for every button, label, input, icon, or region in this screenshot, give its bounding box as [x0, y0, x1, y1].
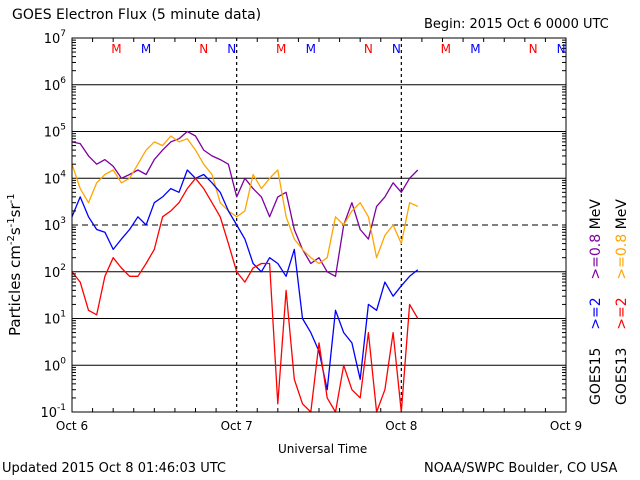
noon-marker: M	[141, 42, 151, 56]
noon-marker: M	[470, 42, 480, 56]
noon-marker: N	[227, 42, 236, 56]
y-tick-label: 100	[44, 356, 67, 374]
axis-tick-labels: 10-1 100 101 102 103 104 105 106 107 Oct 6 Oct 7 Oc…	[40, 29, 582, 433]
series-line	[71, 177, 419, 413]
noon-marker: N	[199, 42, 208, 56]
y-tick-label: 105	[44, 123, 66, 141]
x-tick-label: Oct 8	[385, 419, 417, 433]
y-tick-label: 101	[44, 310, 66, 328]
series-line	[71, 130, 419, 277]
updated-timestamp: Updated 2015 Oct 8 01:46:03 UTC	[2, 461, 226, 476]
legend-sat-goes13: GOES13	[614, 347, 630, 405]
legend-goes13-ge2: GOES13 >=2 >=0.8 MeV	[614, 199, 630, 405]
gridlines	[72, 38, 566, 412]
legend-unit: MeV	[588, 199, 604, 230]
axis-ticks	[72, 38, 566, 412]
noon-marker: M	[276, 42, 286, 56]
begin-time: Begin: 2015 Oct 6 0000 UTC	[424, 17, 609, 32]
series-lines	[71, 130, 419, 413]
legend-energy-ge08-orange: >=0.8	[614, 233, 630, 280]
noon-marker: M	[111, 42, 121, 56]
legend-energy-ge2-red: >=2	[614, 297, 630, 330]
legend-sat-goes15: GOES15	[588, 347, 604, 405]
y-tick-label: 106	[44, 76, 67, 94]
legend-goes15-ge2: GOES15 >=2 >=0.8 MeV	[588, 199, 604, 405]
y-axis-label: Particles cm-2s-1sr-1	[6, 193, 24, 336]
legend-energy-ge2: >=2	[588, 297, 604, 330]
y-tick-label: 10-1	[40, 403, 66, 421]
y-tick-label: 107	[44, 29, 66, 47]
noon-marker: N	[392, 42, 401, 56]
credit-text: NOAA/SWPC Boulder, CO USA	[424, 461, 618, 476]
noon-marker: M	[441, 42, 451, 56]
noon-marker: N	[557, 42, 566, 56]
legend-energy-ge08: >=0.8	[588, 233, 604, 280]
y-tick-label: 103	[44, 216, 66, 234]
noon-marker: N	[364, 42, 373, 56]
x-tick-label: Oct 7	[221, 419, 253, 433]
y-tick-label: 102	[44, 263, 66, 281]
legend-unit-right: MeV	[614, 199, 630, 230]
chart-title: GOES Electron Flux (5 minute data)	[12, 7, 262, 23]
x-tick-label: Oct 6	[56, 419, 88, 433]
x-axis-label: Universal Time	[278, 442, 368, 456]
x-tick-label: Oct 9	[550, 419, 582, 433]
series-line	[71, 169, 419, 391]
noon-marker: N	[529, 42, 538, 56]
noon-marker: M	[306, 42, 316, 56]
series-line	[71, 135, 419, 265]
y-tick-label: 104	[44, 169, 67, 187]
